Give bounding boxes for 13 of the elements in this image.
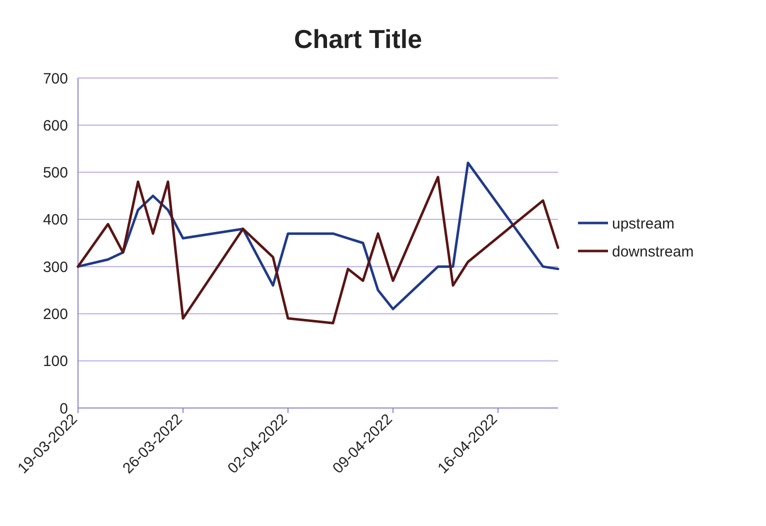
legend-label: downstream	[612, 243, 694, 260]
y-tick-label: 300	[42, 258, 68, 276]
y-tick-label: 600	[42, 117, 68, 134]
y-tick-label: 400	[42, 212, 68, 229]
y-tick-label: 700	[42, 70, 68, 88]
line-series	[76, 162, 560, 310]
y-tick-label: 200	[42, 306, 68, 323]
legend-label: upstream	[612, 215, 675, 232]
y-tick-label: 500	[42, 164, 68, 182]
chart-title: Chart Title	[294, 24, 422, 54]
y-tick-label: 0	[60, 400, 68, 418]
line-series	[76, 176, 560, 324]
y-tick-label: 100	[42, 353, 68, 370]
